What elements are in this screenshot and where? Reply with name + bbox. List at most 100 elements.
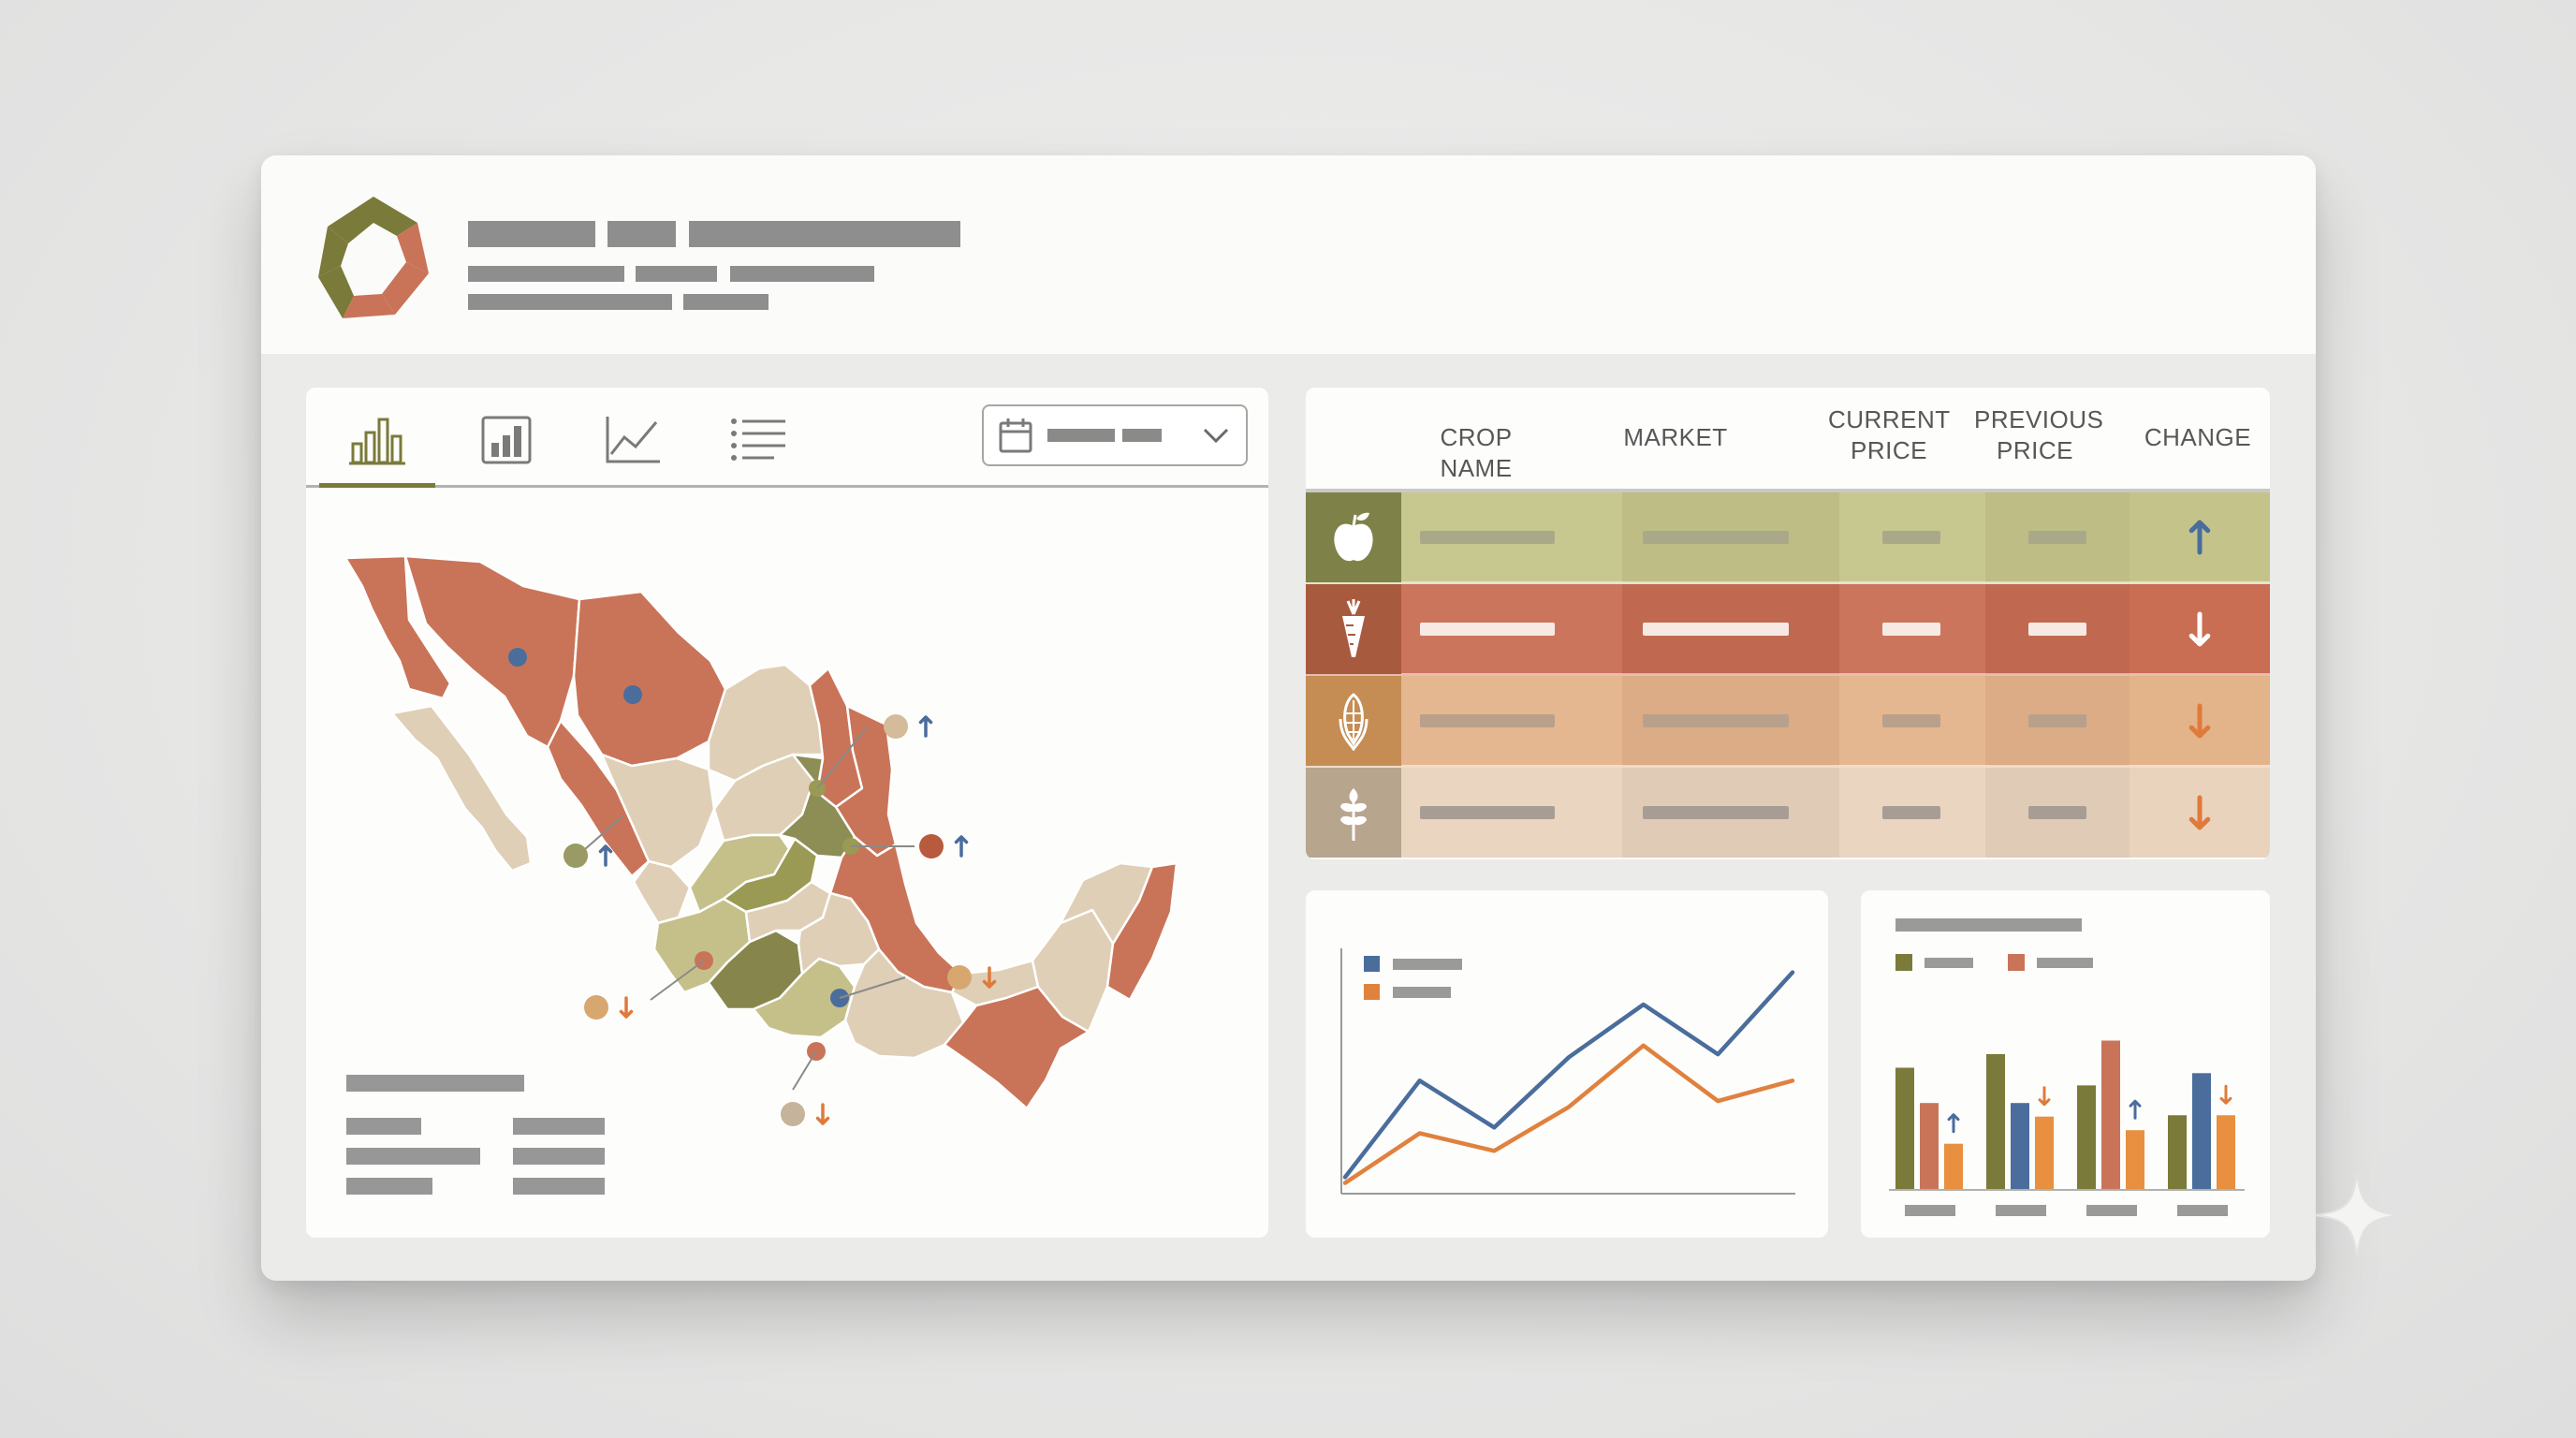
- tab-bar-chart-view[interactable]: [319, 401, 435, 488]
- dashboard-window: CROP NAME MARKET CURRENT PRICE PREVIOUS …: [261, 155, 2316, 1281]
- app-logo-icon: [318, 197, 429, 318]
- apple-icon: [1306, 492, 1401, 582]
- bar[interactable]: [1986, 1054, 2005, 1190]
- map-region[interactable]: [707, 663, 830, 783]
- legend-value-placeholder: [513, 1118, 605, 1135]
- bar[interactable]: [2101, 1040, 2120, 1191]
- table-cell-placeholder: [1401, 584, 1622, 674]
- line-series-1[interactable]: [1342, 1043, 1795, 1185]
- calendar-icon: [999, 418, 1032, 453]
- line-chart-icon: [606, 417, 660, 463]
- arrow-down-icon: [2130, 768, 2270, 858]
- chart-title-placeholder: [1895, 918, 2082, 932]
- map-region[interactable]: [1105, 861, 1178, 1002]
- arrow-up-icon: [598, 844, 613, 867]
- table-cell-placeholder: [1622, 492, 1839, 582]
- tab-list-view[interactable]: [711, 401, 805, 479]
- tab-line-chart-view[interactable]: [586, 401, 680, 479]
- price-comparison-bar-chart: [1861, 890, 2270, 1238]
- map-marker[interactable]: [781, 1102, 830, 1126]
- legend-label-placeholder: [2037, 958, 2093, 968]
- legend-value-placeholder: [513, 1148, 605, 1165]
- map-region[interactable]: [390, 704, 533, 873]
- bar[interactable]: [2126, 1130, 2144, 1190]
- column-header-change[interactable]: CHANGE: [2144, 423, 2252, 451]
- table-cell-placeholder: [1839, 676, 1985, 766]
- legend-swatch-olive: [1895, 954, 1912, 971]
- column-header-previous-price[interactable]: PREVIOUS PRICE: [1974, 405, 2104, 464]
- x-tick-label-placeholder: [2177, 1205, 2228, 1216]
- table-cell-placeholder: [1401, 676, 1622, 766]
- line-series-0[interactable]: [1342, 970, 1795, 1180]
- bar[interactable]: [1895, 1067, 1914, 1191]
- date-value-placeholder: [1047, 429, 1115, 442]
- map-marker[interactable]: [564, 844, 613, 868]
- map-marker[interactable]: [947, 965, 997, 990]
- crop-price-table: CROP NAME MARKET CURRENT PRICE PREVIOUS …: [1306, 388, 2270, 859]
- app-subtitle-placeholder: [468, 266, 624, 282]
- bar[interactable]: [1944, 1143, 1963, 1190]
- map-region[interactable]: [600, 753, 716, 869]
- table-cell-placeholder: [1985, 676, 2130, 766]
- date-range-select[interactable]: [982, 404, 1248, 466]
- arrow-down-icon: [2130, 676, 2270, 766]
- arrow-down-icon: [2219, 1084, 2232, 1105]
- tab-column-chart-view[interactable]: [460, 401, 553, 479]
- legend-title-placeholder: [346, 1075, 524, 1092]
- map-markers: [564, 714, 997, 1126]
- app-subtitle-placeholder: [468, 294, 672, 310]
- bar[interactable]: [2168, 1115, 2187, 1190]
- legend-label-placeholder: [346, 1178, 432, 1195]
- table-row[interactable]: [1306, 676, 2270, 768]
- table-cell-placeholder: [1622, 584, 1839, 674]
- map-region[interactable]: [344, 554, 452, 700]
- map-marker[interactable]: [584, 995, 634, 1020]
- bar[interactable]: [2035, 1116, 2054, 1190]
- bar[interactable]: [1920, 1103, 1939, 1190]
- column-header-market[interactable]: MARKET: [1623, 423, 1728, 451]
- legend-label-placeholder: [1393, 987, 1451, 998]
- legend-label-placeholder: [346, 1118, 421, 1135]
- corn-icon: [1306, 676, 1401, 766]
- map-region[interactable]: [572, 590, 727, 768]
- mexico-price-map[interactable]: [306, 388, 1268, 1238]
- sparkle-icon: [2314, 1172, 2400, 1258]
- line-chart-plot[interactable]: [1306, 890, 1828, 1238]
- table-cell-placeholder: [1985, 584, 2130, 674]
- x-tick-label-placeholder: [1905, 1205, 1955, 1216]
- table-row[interactable]: [1306, 492, 2270, 584]
- x-tick-label-placeholder: [2086, 1205, 2137, 1216]
- column-header-crop-name[interactable]: CROP NAME: [1440, 423, 1513, 482]
- map-marker[interactable]: [884, 714, 933, 739]
- table-cell-placeholder: [1401, 768, 1622, 858]
- legend-label-placeholder: [346, 1148, 480, 1165]
- table-cell-placeholder: [1839, 492, 1985, 582]
- bar-chart-plot[interactable]: [1861, 890, 2270, 1238]
- legend-swatch-blue: [1364, 956, 1380, 972]
- map-data-dot[interactable]: [623, 685, 642, 704]
- arrow-up-icon: [918, 715, 933, 738]
- table-row[interactable]: [1306, 584, 2270, 676]
- table-row[interactable]: [1306, 768, 2270, 858]
- map-panel: [306, 388, 1268, 1238]
- arrow-down-icon: [619, 996, 634, 1019]
- date-value-placeholder: [1122, 429, 1162, 442]
- column-header-current-price[interactable]: CURRENT PRICE: [1828, 405, 1951, 464]
- app-subtitle-placeholder: [730, 266, 874, 282]
- table-cell-placeholder: [1985, 492, 2130, 582]
- bar[interactable]: [2011, 1103, 2029, 1190]
- legend-label-placeholder: [1393, 959, 1462, 970]
- app-subtitle-placeholder: [636, 266, 717, 282]
- table-cell-placeholder: [1622, 676, 1839, 766]
- map-data-dot[interactable]: [508, 648, 527, 667]
- bar[interactable]: [2192, 1073, 2211, 1190]
- bar[interactable]: [2217, 1115, 2235, 1190]
- map-marker[interactable]: [919, 834, 969, 858]
- app-title-placeholder: [468, 221, 595, 247]
- app-title-placeholder: [689, 221, 960, 247]
- arrow-down-icon: [815, 1103, 830, 1125]
- bar[interactable]: [2077, 1085, 2096, 1190]
- legend-swatch-orange: [1364, 984, 1380, 1000]
- arrow-down-icon: [2130, 584, 2270, 674]
- legend-value-placeholder: [513, 1178, 605, 1195]
